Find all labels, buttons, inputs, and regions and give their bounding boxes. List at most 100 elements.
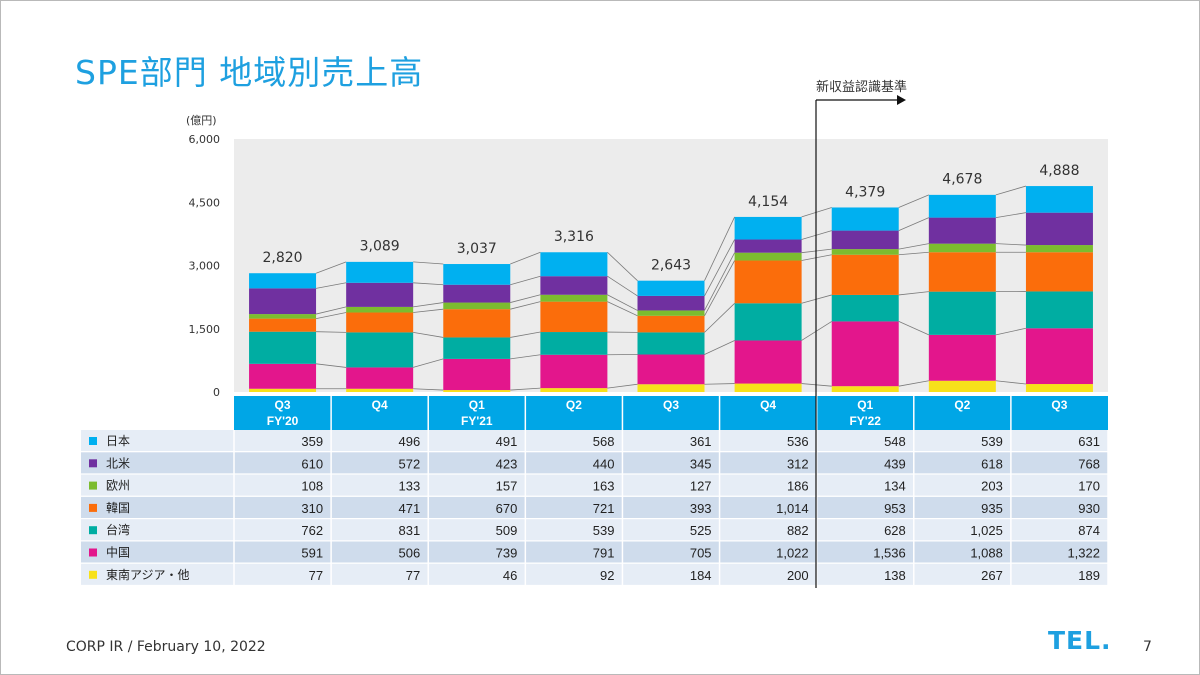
tel-logo: TEL. bbox=[1048, 626, 1112, 655]
series-name: 台湾 bbox=[106, 522, 130, 537]
bar-segment bbox=[637, 315, 705, 333]
bar-segment bbox=[249, 363, 317, 389]
legend-swatch bbox=[89, 481, 97, 490]
table-row-bg bbox=[81, 474, 1108, 496]
table-cell-value: 631 bbox=[1078, 434, 1100, 449]
connector-line bbox=[704, 383, 735, 385]
table-row-bg bbox=[81, 541, 1108, 563]
table-cell-value: 935 bbox=[981, 501, 1003, 516]
bar-segment bbox=[734, 252, 802, 261]
connector-line bbox=[607, 251, 638, 281]
bar-segment bbox=[346, 312, 414, 333]
column-header-quarter: Q3 bbox=[275, 398, 291, 412]
total-label: 3,089 bbox=[360, 239, 400, 255]
table-cell-value: 509 bbox=[496, 523, 518, 538]
table-cell-value: 539 bbox=[593, 523, 615, 538]
table-cell-value: 134 bbox=[884, 479, 906, 494]
bar-segment bbox=[540, 252, 608, 277]
connector-line bbox=[413, 308, 444, 313]
bar-segment bbox=[928, 194, 996, 218]
connector-line bbox=[510, 251, 541, 265]
connector-line bbox=[704, 302, 735, 333]
table-cell-value: 267 bbox=[981, 568, 1003, 583]
bar-segment bbox=[637, 310, 705, 316]
bar-segment bbox=[734, 216, 802, 240]
bar-segment bbox=[637, 354, 705, 385]
connector-line bbox=[995, 380, 1026, 385]
table-cell-value: 791 bbox=[593, 546, 615, 561]
bar-segment bbox=[734, 303, 802, 341]
table-cell-value: 496 bbox=[399, 434, 421, 449]
table-cell-value: 345 bbox=[690, 456, 712, 471]
bar-segment bbox=[346, 367, 414, 389]
connector-line bbox=[995, 243, 1026, 246]
connector-line bbox=[316, 331, 347, 333]
connector-line bbox=[315, 312, 347, 320]
series-name: 欧州 bbox=[106, 479, 130, 493]
bar-segment bbox=[1025, 212, 1093, 246]
connector-line bbox=[510, 354, 541, 360]
connector-line bbox=[995, 327, 1027, 336]
bar-segment bbox=[346, 261, 414, 283]
legend-swatch bbox=[89, 437, 97, 445]
bar-segment bbox=[1025, 384, 1093, 392]
connector-line bbox=[898, 291, 929, 296]
column-header-quarter: Q3 bbox=[663, 398, 679, 412]
column-header-fiscal-year: FY'22 bbox=[849, 414, 881, 428]
bar-segment bbox=[540, 301, 608, 333]
bar-segment bbox=[637, 384, 705, 392]
bar-segment bbox=[443, 284, 511, 303]
bar-segment bbox=[734, 340, 802, 384]
bar-segment bbox=[346, 306, 414, 313]
table-cell-value: 491 bbox=[496, 434, 518, 449]
bar-segment bbox=[249, 288, 317, 315]
connector-line bbox=[607, 294, 638, 311]
connector-line bbox=[801, 230, 832, 240]
connector-line bbox=[510, 275, 541, 286]
connector-line bbox=[704, 260, 735, 316]
table-cell-value: 1,014 bbox=[776, 501, 809, 516]
connector-line bbox=[995, 212, 1027, 218]
table-cell-value: 423 bbox=[496, 456, 518, 471]
table-cell-value: 1,322 bbox=[1067, 546, 1100, 561]
table-row-bg bbox=[81, 452, 1108, 474]
legend-swatch bbox=[89, 548, 97, 557]
table-cell-value: 568 bbox=[593, 434, 615, 449]
connector-line bbox=[315, 282, 347, 289]
connector-line bbox=[801, 207, 832, 218]
connector-line bbox=[413, 302, 444, 308]
bar-segment bbox=[540, 294, 608, 302]
connector-line bbox=[801, 383, 832, 387]
bar-segment bbox=[249, 388, 317, 392]
bar-segment bbox=[249, 331, 317, 364]
column-header-quarter: Q2 bbox=[954, 398, 970, 412]
table-cell-value: 170 bbox=[1078, 479, 1100, 494]
bar-segment bbox=[443, 390, 511, 392]
connector-line bbox=[510, 387, 541, 391]
bar-segment bbox=[831, 386, 899, 392]
table-cell-value: 721 bbox=[593, 501, 615, 516]
connector-line bbox=[898, 251, 929, 256]
table-cell-value: 572 bbox=[399, 456, 421, 471]
y-tick-label: 1,500 bbox=[189, 323, 221, 336]
connector-line bbox=[898, 217, 929, 231]
table-row-bg bbox=[81, 496, 1108, 519]
y-tick-label: 3,000 bbox=[189, 260, 221, 273]
table-cell-value: 539 bbox=[981, 434, 1003, 449]
connector-line bbox=[995, 185, 1027, 196]
connector-line bbox=[607, 383, 638, 389]
table-cell-value: 705 bbox=[690, 546, 712, 561]
connector-line bbox=[413, 358, 444, 368]
bar-segment bbox=[249, 314, 317, 319]
table-cell-value: 92 bbox=[600, 568, 614, 583]
bar-segment bbox=[249, 273, 317, 289]
table-cell-value: 361 bbox=[690, 434, 712, 449]
y-tick-label: 4,500 bbox=[189, 196, 221, 209]
bar-segment bbox=[831, 321, 899, 387]
table-cell-value: 127 bbox=[690, 479, 712, 494]
bar-segment bbox=[928, 380, 996, 392]
legend-swatch bbox=[89, 526, 97, 535]
table-cell-value: 312 bbox=[787, 456, 809, 471]
legend-swatch bbox=[89, 570, 97, 579]
